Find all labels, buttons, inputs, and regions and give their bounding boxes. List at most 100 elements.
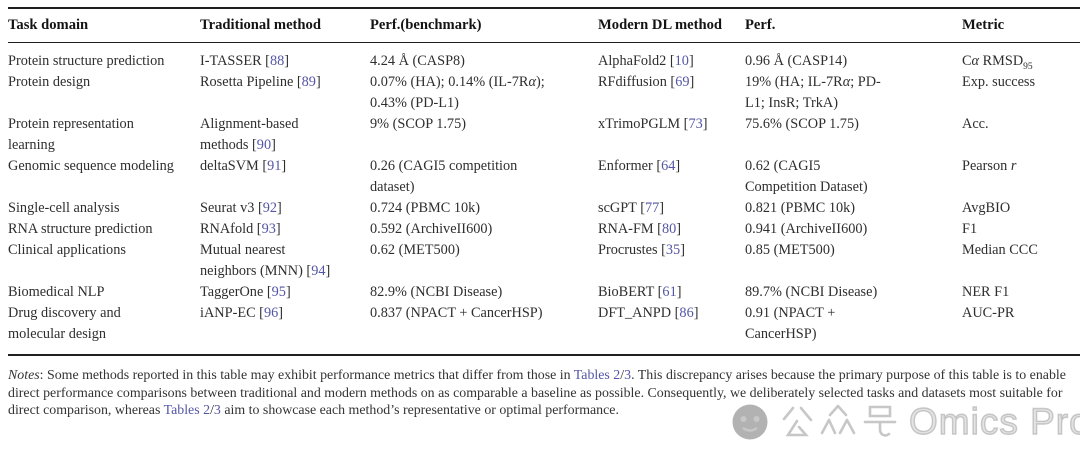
table-cross-reference-link[interactable]: Tables 2 — [163, 403, 211, 419]
citation-ref[interactable]: 73 — [688, 116, 703, 132]
cell-task: RNA structure prediction — [8, 219, 200, 240]
citation-ref[interactable]: 10 — [674, 53, 689, 69]
cell-perf: 0.62 (CAGI5 Competition Dataset) — [745, 156, 962, 198]
citation-ref[interactable]: 69 — [675, 74, 690, 90]
text-segment: Pearson — [962, 158, 1011, 174]
text-segment: Acc. — [962, 116, 989, 132]
table-cross-reference-link[interactable]: Tables 2 — [573, 368, 621, 383]
cell-perf: 75.6% (SCOP 1.75) — [745, 114, 962, 156]
citation-ref[interactable]: 80 — [661, 221, 677, 237]
text-segment: 0.85 (MET500) — [745, 242, 835, 258]
text-segment: ] — [284, 53, 290, 69]
table-cross-reference-link[interactable]: 3 — [624, 368, 632, 383]
citation-ref[interactable]: 64 — [661, 158, 676, 174]
citation-ref[interactable]: 96 — [263, 305, 279, 321]
text-segment: 0.837 (NPACT + CancerHSP) — [370, 305, 543, 321]
text-segment: ; PD-L1; InsR; TrkA) — [745, 74, 881, 111]
text-segment: Notes — [8, 368, 40, 383]
text-segment: Drug discovery and molecular design — [8, 305, 121, 342]
cell-traditional: I-TASSER [88] — [200, 43, 370, 73]
text-segment: ] — [271, 137, 276, 153]
text-segment: α — [528, 74, 536, 90]
citation-ref[interactable]: 61 — [662, 284, 677, 300]
cell-modern: AlphaFold2 [10] — [598, 43, 745, 73]
text-segment: deltaSVM [ — [200, 158, 268, 174]
citation-ref[interactable]: 90 — [256, 137, 272, 153]
text-segment: 0.821 (PBMC 10k) — [745, 200, 856, 216]
text-segment: RMSD — [979, 53, 1024, 69]
text-segment: Clinical applications — [8, 242, 126, 258]
text-segment: ] — [702, 116, 708, 132]
cell-metric: Exp. success — [962, 72, 1080, 114]
citation-ref[interactable]: 77 — [645, 200, 660, 216]
cell-metric: Cα RMSD95 — [962, 43, 1080, 73]
text-segment: NER F1 — [962, 284, 1010, 300]
text-segment: 95 — [1023, 61, 1033, 72]
text-segment: AlphaFold2 [ — [598, 53, 675, 69]
citation-ref[interactable]: 91 — [267, 158, 282, 174]
cell-modern: Enformer [64] — [598, 156, 745, 198]
text-segment: ); 0.43% (PD-L1) — [370, 74, 545, 111]
cell-task: Protein structure prediction — [8, 43, 200, 73]
cell-traditional: deltaSVM [91] — [200, 156, 370, 198]
table-header: Task domain Traditional method Perf.(ben… — [8, 8, 1080, 43]
cell-task: Single-cell analysis — [8, 198, 200, 219]
citation-ref[interactable]: 35 — [665, 242, 681, 258]
citation-ref[interactable]: 89 — [301, 74, 316, 90]
text-segment: ] — [315, 74, 321, 90]
cell-metric: F1 — [962, 219, 1080, 240]
text-segment: / — [620, 368, 625, 383]
cell-task: Drug discovery and molecular design — [8, 303, 200, 355]
cell-perf_benchmark: 0.592 (ArchiveII600) — [370, 219, 598, 240]
citation-ref[interactable]: 95 — [271, 284, 286, 300]
text-segment: 75.6% (SCOP 1.75) — [745, 116, 859, 132]
cell-modern: scGPT [77] — [598, 198, 745, 219]
text-segment: ] — [680, 242, 685, 258]
text-segment: RFdiffusion [ — [598, 74, 676, 90]
cell-metric: Median CCC — [962, 240, 1080, 282]
text-segment: 0.91 (NPACT + CancerHSP) — [745, 305, 836, 342]
cell-traditional: iANP-EC [96] — [200, 303, 370, 355]
text-segment: 0.62 (MET500) — [370, 242, 460, 258]
method-comparison-table: Task domain Traditional method Perf.(ben… — [8, 7, 1080, 356]
text-segment: 0.07% (HA); 0.14% (IL-7R — [370, 74, 529, 90]
citation-ref[interactable]: 94 — [311, 263, 326, 279]
cell-perf: 19% (HA; IL-7Rα; PD-L1; InsR; TrkA) — [745, 72, 962, 114]
table-row: Protein representation learning Alignment… — [8, 114, 1080, 156]
text-segment: r — [1010, 158, 1017, 174]
citation-ref[interactable]: 92 — [262, 200, 278, 216]
table-cross-reference-link[interactable]: 3 — [213, 403, 221, 419]
text-segment: ] — [278, 305, 284, 321]
cell-task: Protein design — [8, 72, 200, 114]
text-segment: ] — [676, 221, 682, 237]
text-segment: Median CCC — [962, 242, 1038, 258]
text-segment: xTrimoPGLM [ — [598, 116, 689, 132]
cell-metric: AUC-PR — [962, 303, 1080, 355]
text-segment: ] — [285, 284, 291, 300]
table-notes: Notes: Some methods reported in this tab… — [8, 367, 1070, 420]
citation-ref[interactable]: 93 — [261, 221, 276, 237]
cell-metric: NER F1 — [962, 282, 1080, 303]
col-header-perf: Perf. — [745, 8, 962, 43]
text-segment: α — [971, 53, 980, 69]
cell-perf_benchmark: 0.07% (HA); 0.14% (IL-7Rα); 0.43% (PD-L1… — [370, 72, 598, 114]
cell-task: Clinical applications — [8, 240, 200, 282]
cell-traditional: TaggerOne [95] — [200, 282, 370, 303]
text-segment: ] — [693, 305, 699, 321]
citation-ref[interactable]: 88 — [269, 53, 285, 69]
text-segment: ] — [325, 263, 331, 279]
cell-task: Biomedical NLP — [8, 282, 200, 303]
text-segment: 0.62 (CAGI5 Competition Dataset) — [745, 158, 868, 195]
text-segment: C — [962, 53, 972, 69]
text-segment: 0.26 (CAGI5 competition dataset) — [370, 158, 518, 195]
cell-modern: Procrustes [35] — [598, 240, 745, 282]
cell-perf_benchmark: 0.26 (CAGI5 competition dataset) — [370, 156, 598, 198]
text-segment: AvgBIO — [962, 200, 1011, 216]
text-segment: BioBERT [ — [598, 284, 663, 300]
cell-traditional: Seurat v3 [92] — [200, 198, 370, 219]
citation-ref[interactable]: 86 — [679, 305, 694, 321]
table-row: Protein design Rosetta Pipeline [89] 0.07%… — [8, 72, 1080, 114]
text-segment: 19% (HA; IL-7R — [745, 74, 843, 90]
text-segment: ] — [659, 200, 665, 216]
